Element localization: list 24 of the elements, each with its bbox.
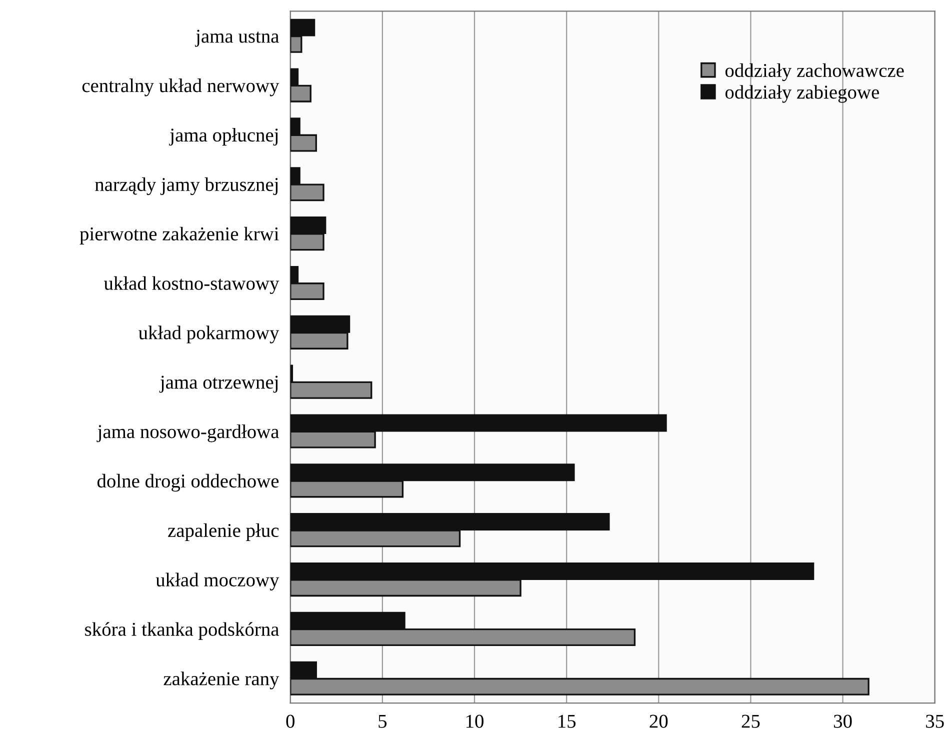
y-tick-label: jama nosowo-gardłowa — [96, 424, 279, 442]
x-tick-label: 5 — [378, 714, 387, 728]
y-tick-label: jama opłucnej — [169, 128, 278, 146]
y-tick-label: narządy jamy brzusznej — [95, 177, 278, 196]
x-tick-label: 25 — [742, 714, 760, 728]
y-tick-label: układ kostno-stawowy — [104, 276, 280, 294]
x-tick-label: 15 — [558, 714, 576, 728]
x-tick-label: 30 — [834, 714, 852, 728]
x-tick-label: 0 — [286, 714, 294, 728]
y-tick-label: zakażenie rany — [164, 672, 280, 690]
x-tick-label: 10 — [466, 714, 484, 728]
y-tick-label: pierwotne zakażenie krwi — [80, 226, 279, 244]
legend-label: oddziały zachowawcze — [725, 63, 904, 82]
y-tick-label: zapalenie płuc — [168, 523, 279, 541]
y-tick-label: dolne drogi oddechowe — [97, 474, 279, 492]
y-tick-label: układ pokarmowy — [138, 326, 280, 344]
y-tick-label: układ moczowy — [156, 572, 280, 590]
y-tick-label: centralny układ nerwowy — [82, 78, 280, 96]
y-tick-label: skóra i tkanka podskórna — [85, 622, 279, 640]
y-tick-label: jama ustna — [194, 30, 279, 47]
legend-label: oddziały zabiegowe — [725, 85, 879, 103]
x-tick-label: 35 — [926, 714, 944, 728]
y-tick-label: jama otrzewnej — [159, 376, 278, 393]
x-tick-label: 20 — [650, 714, 668, 728]
